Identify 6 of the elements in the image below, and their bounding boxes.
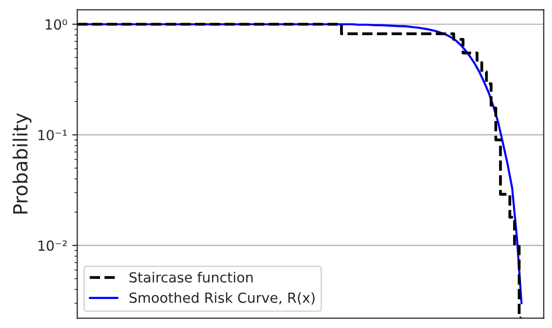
legend-label: Staircase function bbox=[130, 272, 253, 283]
y-tick-label: 10⁰ bbox=[46, 19, 68, 30]
legend-label: Smoothed Risk Curve, R(x) bbox=[130, 292, 315, 305]
y-tick-label: 10⁻² bbox=[38, 240, 67, 251]
y-axis-title: Probability bbox=[12, 113, 32, 214]
y-tick-label: 10⁻¹ bbox=[38, 130, 67, 140]
